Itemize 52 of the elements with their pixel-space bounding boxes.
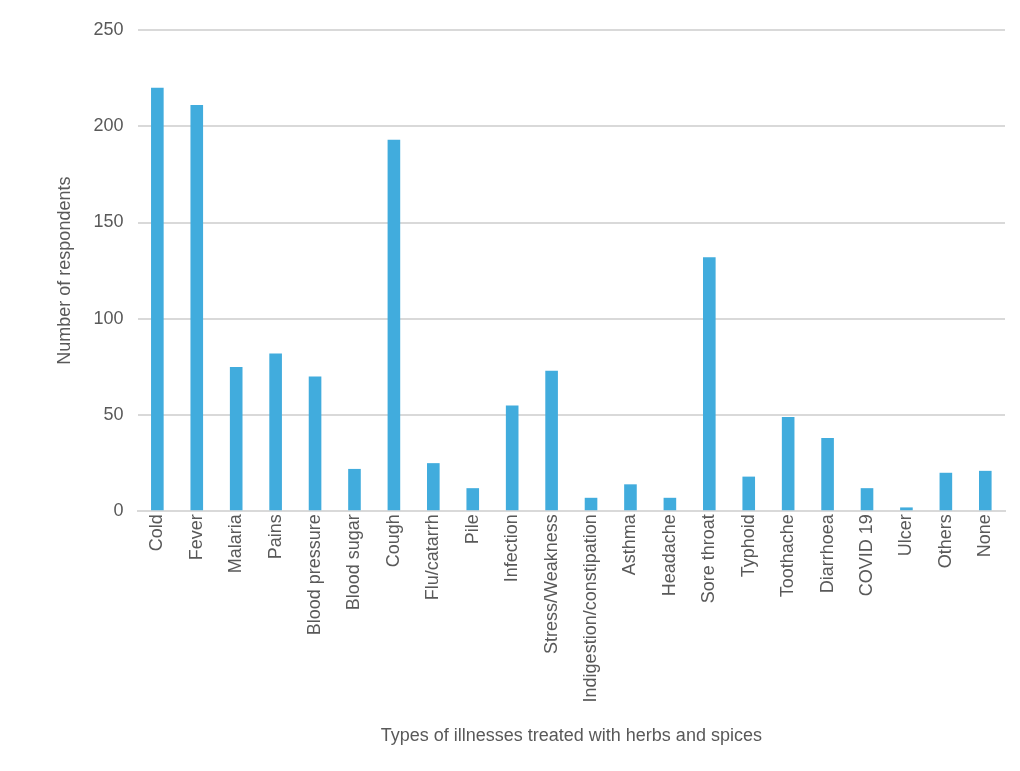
x-tick-label: Indigestion/constipation — [580, 514, 600, 703]
x-tick-label: Toothache — [777, 514, 798, 598]
x-tick-label: None — [974, 514, 995, 558]
x-tick-label: Pile — [461, 514, 482, 545]
bar — [663, 497, 677, 511]
bar — [308, 376, 322, 511]
bar — [387, 139, 401, 511]
y-tick-label: 150 — [93, 211, 124, 232]
bar — [427, 463, 440, 511]
x-tick-label: Flu/catarrh — [422, 514, 443, 601]
bar — [978, 470, 992, 511]
x-tick-label: Others — [934, 514, 955, 569]
x-tick-label: Malaria — [225, 513, 246, 574]
y-tick-label: 0 — [113, 500, 124, 521]
x-tick-label: Cough — [382, 514, 403, 568]
x-tick-label: Pains — [264, 514, 285, 560]
bar — [821, 438, 834, 511]
bar — [584, 497, 598, 511]
x-tick-label: Fever — [185, 514, 206, 561]
y-tick-label: 100 — [93, 307, 124, 328]
bar — [505, 405, 519, 511]
x-tick-label: Asthma — [619, 513, 640, 576]
y-tick-label: 250 — [93, 18, 124, 39]
bar — [545, 370, 558, 511]
bar — [703, 257, 716, 511]
x-tick-label: COVID 19 — [855, 514, 876, 597]
bar — [229, 366, 243, 511]
x-tick-label: Diarrhoea — [816, 513, 837, 594]
bar — [860, 488, 874, 511]
x-tick-label: Blood pressure — [304, 514, 325, 636]
bar — [269, 353, 282, 511]
bar — [939, 472, 953, 511]
x-tick-label: Ulcer — [895, 514, 916, 557]
bar — [190, 105, 204, 511]
x-tick-label: Sore throat — [698, 514, 719, 604]
bar — [742, 476, 756, 511]
bar — [781, 416, 795, 511]
x-tick-label: Headache — [658, 514, 679, 597]
y-axis-title: Number of respondents — [53, 176, 74, 365]
y-tick-label: 50 — [103, 403, 124, 424]
bar — [151, 87, 164, 511]
y-tick-label: 200 — [93, 115, 124, 136]
x-tick-label: Blood sugar — [343, 514, 364, 611]
x-tick-label: Typhoid — [737, 514, 758, 578]
x-tick-label: Infection — [501, 514, 522, 583]
bar — [900, 507, 913, 511]
bar — [466, 488, 480, 511]
bar — [624, 484, 637, 511]
bar — [348, 468, 361, 511]
x-axis-title: Types of illnesses treated with herbs and spices — [380, 725, 762, 746]
x-tick-label: Cold — [146, 514, 167, 552]
x-tick-label: Stress/Weakness — [540, 514, 561, 654]
